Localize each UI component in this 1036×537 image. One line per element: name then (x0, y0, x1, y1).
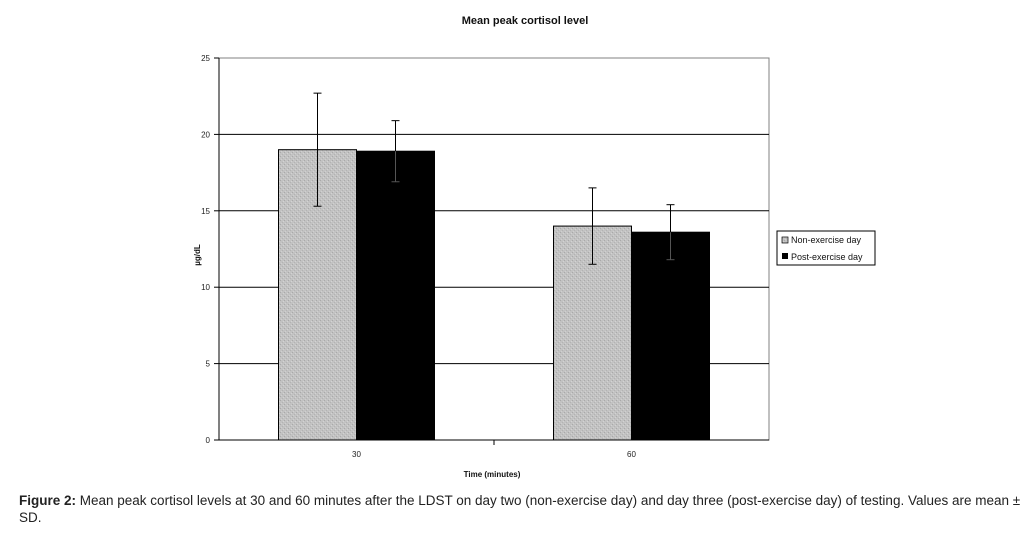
y-tick-label: 25 (201, 54, 210, 63)
x-axis-label: Time (minutes) (464, 470, 521, 479)
legend-label-post-exercise: Post-exercise day (791, 252, 863, 262)
legend-swatch-post-exercise (782, 253, 788, 259)
x-tick-label: 60 (627, 450, 636, 459)
caption-label: Figure 2: (19, 493, 77, 508)
bar-post-exercise-60 (631, 231, 710, 441)
error-bars (313, 92, 675, 265)
caption-text: Mean peak cortisol levels at 30 and 60 m… (19, 493, 1021, 525)
figure-caption: Figure 2: Mean peak cortisol levels at 3… (19, 492, 1034, 526)
legend-box (776, 230, 876, 266)
legend: Non-exercise day Post-exercise day (776, 230, 876, 266)
chart-title: Mean peak cortisol level (462, 15, 589, 27)
y-tick-label: 5 (206, 360, 211, 369)
y-tick-label: 20 (201, 130, 210, 139)
legend-label-non-exercise: Non-exercise day (791, 235, 862, 245)
bar-chart: Mean peak cortisol level 0 5 10 15 20 25 30 60… (193, 15, 876, 479)
y-axis-label: µg/dL (193, 244, 202, 266)
y-tick-label: 15 (201, 207, 210, 216)
legend-swatch-non-exercise (781, 236, 789, 244)
y-tick-label: 0 (206, 436, 211, 445)
bar-post-exercise-30 (356, 150, 435, 441)
y-axis: 0 5 10 15 20 25 (201, 54, 219, 445)
y-tick-label: 10 (201, 283, 210, 292)
x-axis: 30 60 (352, 440, 636, 459)
x-tick-label: 30 (352, 450, 361, 459)
